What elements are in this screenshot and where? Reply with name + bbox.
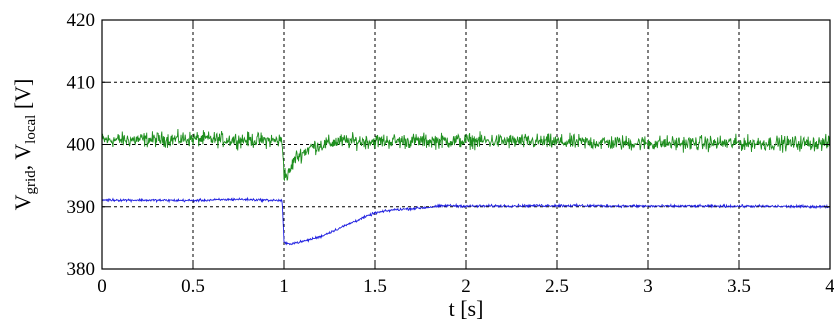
x-axis-label: t [s] (449, 296, 484, 321)
y-axis-label: Vgrid, Vlocal [V] (10, 79, 39, 211)
x-tick-label: 1.5 (363, 276, 387, 297)
y-tick-label: 420 (67, 10, 96, 31)
x-tick-label: 0 (97, 276, 107, 297)
x-tick-label: 1 (279, 276, 289, 297)
x-tick-label: 4 (825, 276, 834, 297)
y-tick-label: 380 (67, 259, 96, 280)
x-tick-label: 3 (643, 276, 653, 297)
series-line-1 (101, 129, 831, 182)
series-layer (101, 129, 831, 246)
y-tick-label: 390 (67, 197, 96, 218)
tick-layer: 0 0.5 1 1.5 2 2.5 3 3.5 4 380 390 400 410 420 (67, 10, 834, 297)
series-line-2 (101, 196, 831, 246)
y-label-sep: , (10, 160, 35, 171)
y-label-unit: [V] (10, 79, 35, 115)
y-label-v2: V (10, 144, 35, 160)
y-label-v2-sub: local (23, 115, 39, 144)
y-label-v1: V (10, 194, 35, 210)
y-label-v1-sub: grid (23, 170, 39, 195)
x-tick-label: 2.5 (545, 276, 569, 297)
x-tick-label: 0.5 (181, 276, 205, 297)
y-tick-label: 400 (67, 135, 96, 156)
x-tick-label: 3.5 (727, 276, 751, 297)
x-tick-label: 2 (461, 276, 471, 297)
y-tick-label: 410 (67, 72, 96, 93)
